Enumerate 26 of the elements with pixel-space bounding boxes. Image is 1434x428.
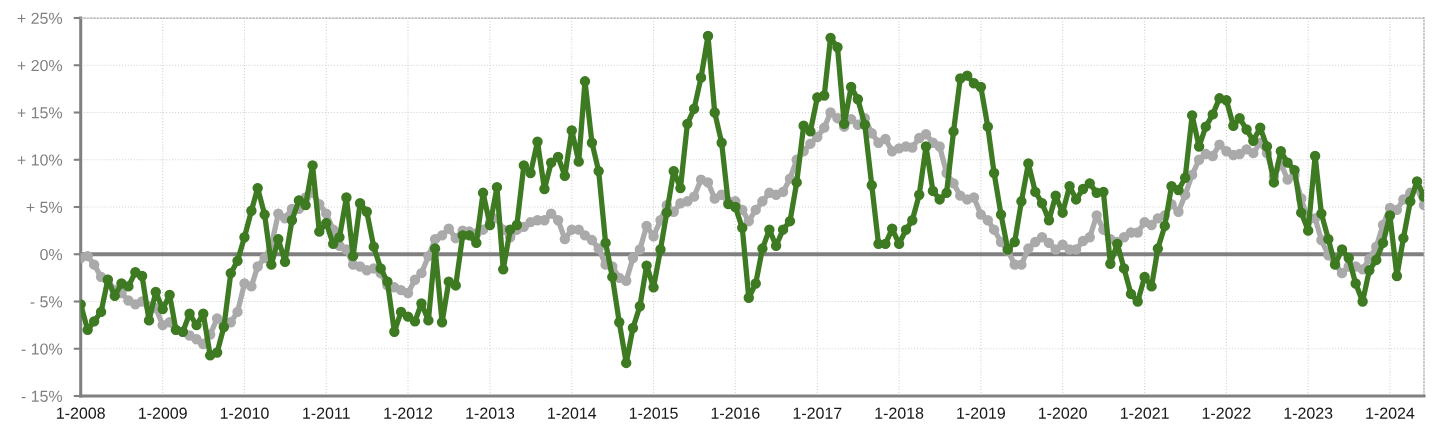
- x-tick-label: 1-2018: [875, 407, 924, 419]
- x-tick-label: 1-2024: [1366, 407, 1415, 419]
- x-tick-label: 1-2011: [303, 407, 350, 419]
- y-tick-label: - 5%: [30, 296, 63, 308]
- y-tick-label: + 25%: [17, 12, 63, 24]
- x-tick-label: 1-2012: [384, 407, 433, 419]
- x-tick-label: 1-2016: [711, 407, 760, 419]
- x-tick-label: 1-2017: [793, 407, 842, 419]
- y-tick-label: 0%: [40, 248, 63, 261]
- y-tick-label: - 10%: [21, 343, 63, 355]
- x-tick-label: 1-2009: [139, 407, 187, 419]
- y-tick-label: + 5%: [26, 201, 63, 213]
- x-tick-label: 1-2019: [957, 407, 1005, 419]
- x-tick-label: 1-2022: [1202, 407, 1251, 419]
- x-tick-label: 1-2013: [466, 407, 515, 419]
- x-tick-label: 1-2014: [548, 407, 597, 419]
- y-tick-label: + 15%: [17, 107, 63, 119]
- x-tick-label: 1-2020: [1038, 407, 1087, 419]
- x-tick-label: 1-2023: [1284, 407, 1333, 419]
- x-tick-label: 1-2010: [220, 407, 269, 419]
- y-tick-label: + 10%: [17, 154, 63, 166]
- y-tick-label: + 20%: [17, 59, 63, 72]
- x-tick-label: 1-2021: [1120, 407, 1169, 419]
- y-tick-label: - 15%: [21, 390, 63, 402]
- x-tick-label: 1-2008: [57, 407, 105, 419]
- x-tick-label: 1-2015: [629, 407, 678, 419]
